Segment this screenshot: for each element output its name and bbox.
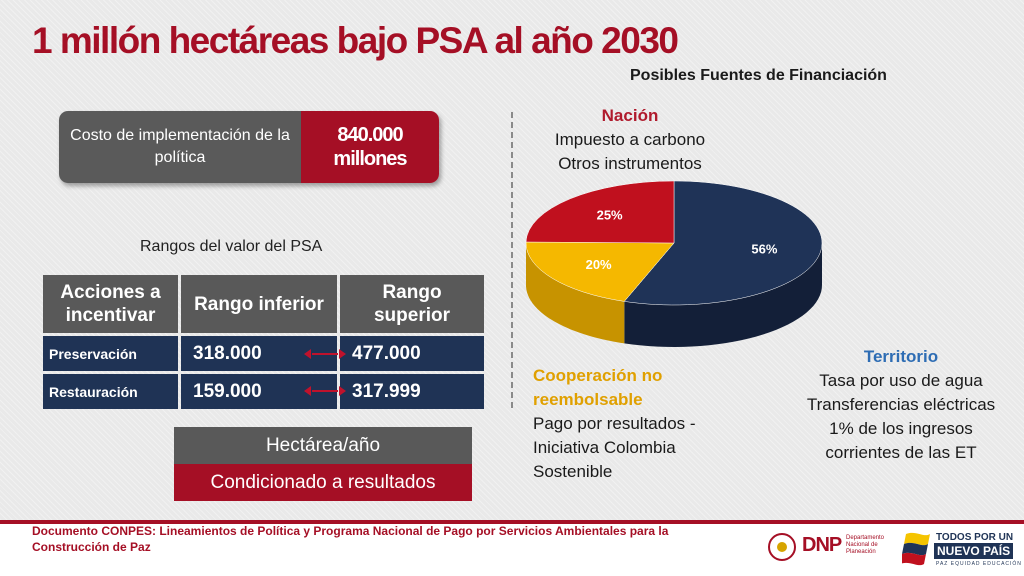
source-nacion: Nación Impuesto a carbono Otros instrume… <box>520 104 740 176</box>
pie-slice-side <box>526 242 625 344</box>
dnp-logo-subtitle: Departamento Nacional de Planeación <box>846 535 885 555</box>
cost-box: Costo de implementación de la política 8… <box>59 111 439 183</box>
source-line: Sostenible <box>533 462 613 481</box>
source-title: Cooperación no reembolsable <box>533 366 663 409</box>
table-header-row: Acciones a incentivar Rango inferior Ran… <box>43 275 484 333</box>
source-title: Nación <box>601 106 659 125</box>
source-line: Impuesto a carbono <box>554 130 706 149</box>
table-row: Preservación 318.000 477.000 <box>43 336 484 371</box>
row-upper: 317.999 <box>340 374 484 409</box>
source-line: 1% de los ingresos <box>829 419 973 438</box>
dashed-divider <box>511 112 513 408</box>
row-lower: 159.000 <box>181 374 337 409</box>
financing-heading: Posibles Fuentes de Financiación <box>630 67 887 84</box>
footer-bar <box>0 524 1024 576</box>
psa-ranges-table: Acciones a incentivar Rango inferior Ran… <box>40 272 487 412</box>
condition-label-box: Condicionado a resultados <box>174 464 472 501</box>
pie-slice-label: 56% <box>751 242 777 257</box>
source-line: corrientes de las ET <box>825 443 977 462</box>
footer-rule <box>0 520 1024 524</box>
table-row: Restauración 159.000 317.999 <box>43 374 484 409</box>
source-territorio: Territorio Tasa por uso de agua Transfer… <box>786 345 1016 465</box>
source-line: Otros instrumentos <box>558 154 702 173</box>
row-action: Restauración <box>43 374 178 409</box>
pie-slice-side <box>624 242 822 347</box>
pie-slice <box>525 241 675 302</box>
colombia-seal-icon <box>768 533 796 561</box>
flag-ribbon-icon <box>902 532 930 566</box>
pie-slice <box>623 180 823 306</box>
government-logo-main: NUEVO PAÍS <box>934 543 1014 559</box>
slide-title: 1 millón hectáreas bajo PSA al año 2030 <box>32 20 679 61</box>
range-arrow-icon <box>304 349 346 359</box>
ranges-title: Rangos del valor del PSA <box>140 238 323 255</box>
unit-label-box: Hectárea/año <box>174 427 472 464</box>
source-title: Territorio <box>863 347 939 366</box>
government-logo-top: TODOS POR UN <box>936 532 1014 543</box>
header-lower: Rango inferior <box>181 275 337 333</box>
footer-citation: Documento CONPES: Lineamientos de Políti… <box>32 524 669 554</box>
source-line: Tasa por uso de agua <box>819 371 983 390</box>
dnp-logo: DNP <box>802 534 842 556</box>
row-action: Preservación <box>43 336 178 371</box>
pie-slice-label: 25% <box>597 208 623 223</box>
header-upper: Rango superior <box>340 275 484 333</box>
financing-pie-chart: 56% 20% 25% <box>525 180 823 347</box>
row-upper: 477.000 <box>340 336 484 371</box>
source-line: Transferencias eléctricas <box>806 395 996 414</box>
header-actions: Acciones a incentivar <box>43 275 178 333</box>
pie-slice-label: 20% <box>586 257 612 272</box>
source-cooperacion: Cooperación no reembolsable Pago por res… <box>533 364 763 484</box>
cost-value: 840.000 millones <box>301 111 439 183</box>
pie-slice <box>525 180 675 244</box>
source-line: Pago por resultados - <box>533 414 696 433</box>
row-lower: 318.000 <box>181 336 337 371</box>
government-logo-tagline: PAZ EQUIDAD EDUCACIÓN <box>936 561 1022 567</box>
source-line: Iniciativa Colombia <box>533 438 676 457</box>
range-arrow-icon <box>304 386 346 396</box>
cost-label: Costo de implementación de la política <box>59 111 301 183</box>
